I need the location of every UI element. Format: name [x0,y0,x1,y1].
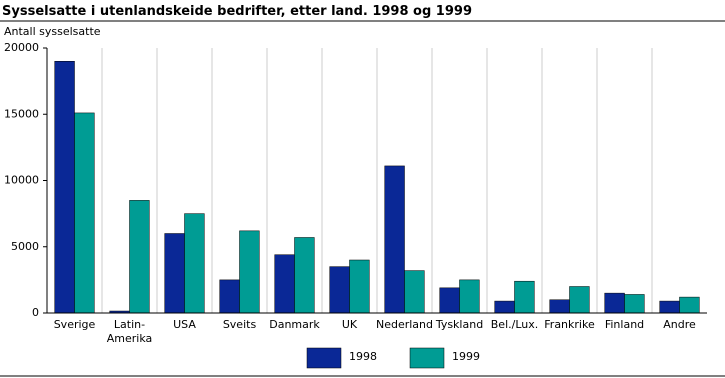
legend-swatch [306,347,342,369]
x-tick-label-line: Amerika [107,332,153,345]
x-tick-label: Andre [663,318,696,331]
bar [404,270,425,314]
x-tick-label: Sverige [54,318,96,331]
bar [164,233,185,314]
x-tick-label: Finland [605,318,644,331]
x-tick-label: Frankrike [544,318,595,331]
bar [549,299,570,314]
bar [129,200,150,314]
x-tick-label: UK [342,318,358,331]
y-tick-label: 0 [32,306,39,319]
bar [659,300,680,314]
bar [274,254,295,314]
bar [604,292,625,314]
bar [679,296,700,314]
bar [294,237,315,314]
legend-swatch [409,347,445,369]
bar [569,286,590,314]
bar [514,280,535,314]
y-tick-label: 20000 [4,41,39,54]
x-tick-label: USA [173,318,196,331]
chart-title: Sysselsatte i utenlandskeide bedrifter, … [2,4,472,19]
bar [349,259,370,314]
y-tick-label: 5000 [11,240,39,253]
legend-label: 1999 [452,350,480,363]
bar [54,61,75,314]
bar [74,112,95,314]
x-tick-label: Bel./Lux. [491,318,539,331]
x-tick-label-line: Latin- [114,318,145,331]
y-axis-label: Antall sysselsatte [4,25,101,38]
x-tick-label: Sveits [223,318,257,331]
bar [239,230,260,314]
x-tick-label: Tyskland [435,318,483,331]
bar [329,266,350,314]
bar [219,279,240,314]
x-tick-label: Latin-Amerika [107,318,153,345]
x-tick-label: Nederland [376,318,433,331]
bar [459,279,480,314]
legend-label: 1998 [349,350,377,363]
bar [624,294,645,314]
y-tick-label: 10000 [4,174,39,187]
bar [184,213,205,314]
bar [439,287,460,314]
x-tick-label: Danmark [269,318,320,331]
bar [384,165,405,314]
bar [494,300,515,314]
y-tick-label: 15000 [4,107,39,120]
